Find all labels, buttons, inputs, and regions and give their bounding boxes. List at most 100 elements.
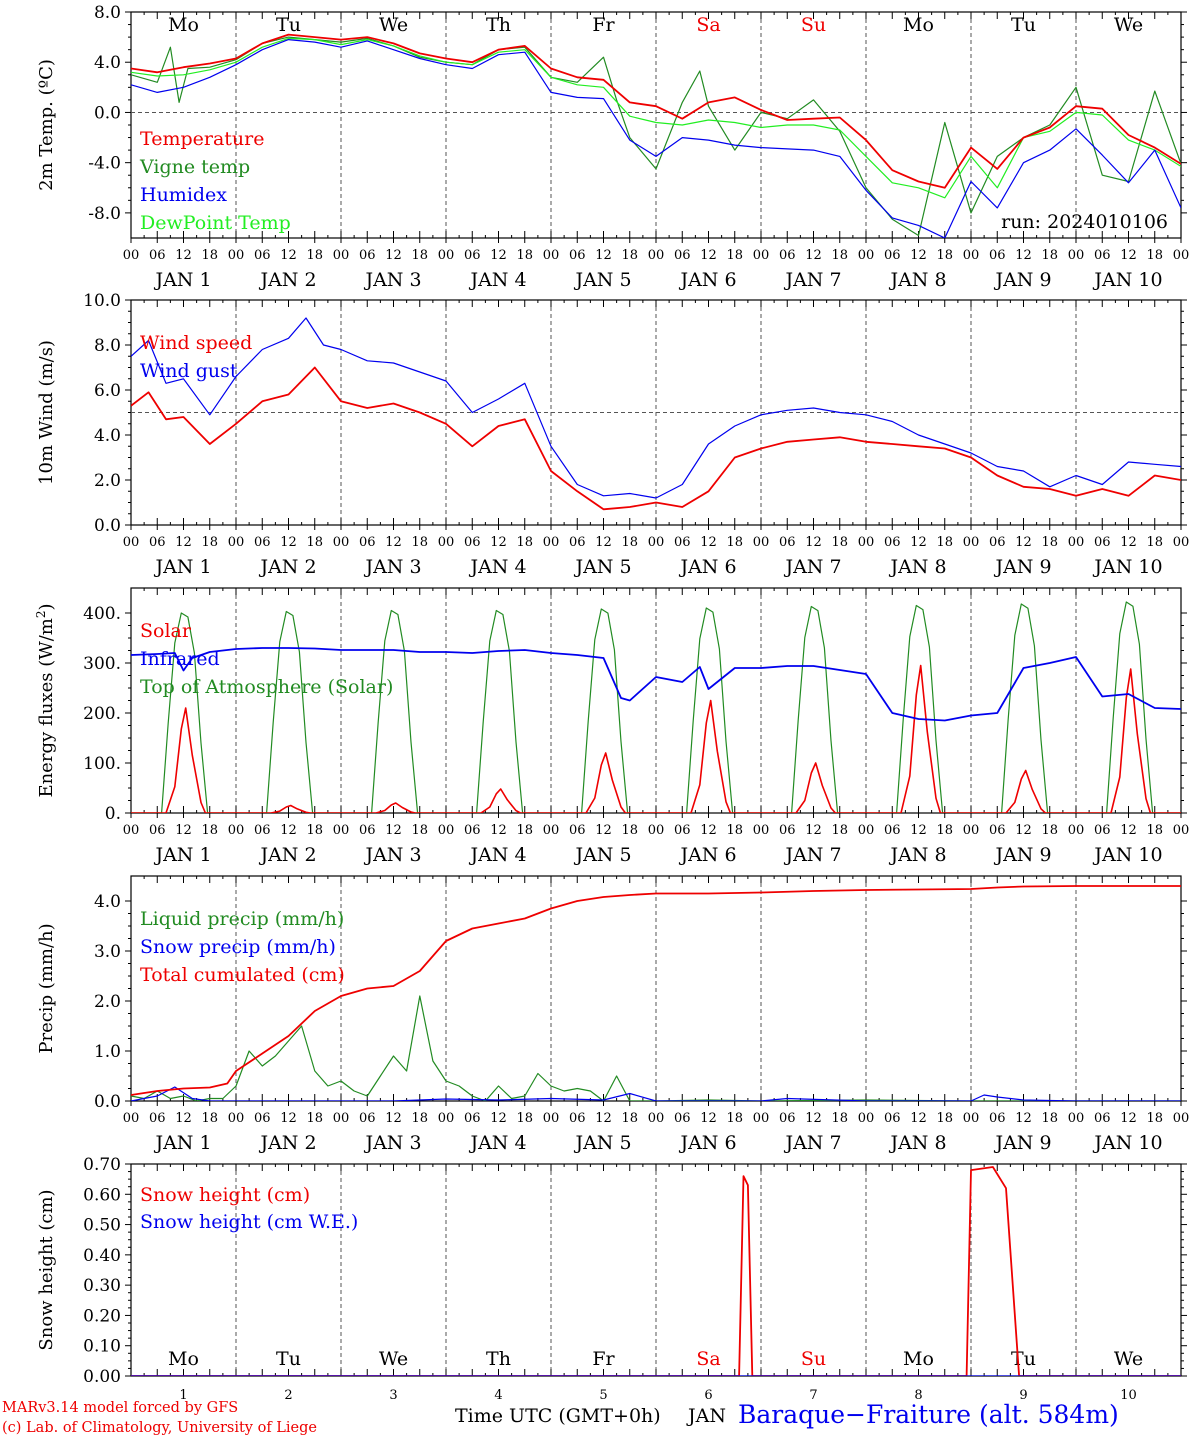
date-label: JAN 1 — [153, 844, 211, 866]
toa-solar-line — [131, 601, 1181, 813]
hour-tick-label: 12 — [700, 535, 717, 550]
weekday-label: Mo — [168, 1348, 199, 1370]
hour-tick-label: 12 — [910, 535, 927, 550]
date-label: JAN 8 — [888, 1132, 946, 1154]
series-line-1 — [131, 995, 1181, 1101]
date-label: JAN 7 — [783, 1132, 841, 1154]
y-tick-label: 0.70 — [83, 1155, 121, 1175]
hour-tick-label: 06 — [1094, 1111, 1111, 1126]
hour-tick-label: 12 — [1120, 1111, 1137, 1126]
y-tick-label: 400. — [83, 604, 121, 624]
hour-tick-label: 12 — [175, 823, 192, 838]
hour-tick-label: 06 — [1094, 823, 1111, 838]
date-number-label: 6 — [704, 1388, 712, 1403]
hour-tick-label: 18 — [201, 248, 218, 263]
date-label: JAN 3 — [363, 269, 421, 291]
hour-tick-label: 18 — [306, 1111, 323, 1126]
hour-tick-label: 06 — [674, 535, 691, 550]
hour-tick-label: 12 — [175, 248, 192, 263]
hour-tick-label: 00 — [123, 823, 140, 838]
hour-tick-label: 00 — [648, 535, 665, 550]
hour-tick-label: 18 — [1146, 1111, 1163, 1126]
hour-tick-label: 12 — [595, 823, 612, 838]
hour-tick-label: 06 — [149, 823, 166, 838]
date-number-label: 4 — [494, 1388, 502, 1403]
hour-tick-label: 12 — [910, 248, 927, 263]
hour-tick-label: 12 — [910, 1111, 927, 1126]
hour-tick-label: 06 — [884, 248, 901, 263]
hour-tick-label: 12 — [280, 823, 297, 838]
hour-tick-label: 18 — [726, 248, 743, 263]
date-number-label: 10 — [1120, 1388, 1137, 1403]
hour-tick-label: 06 — [464, 535, 481, 550]
date-number-label: 7 — [809, 1388, 817, 1403]
date-label: JAN 3 — [363, 556, 421, 578]
hour-tick-label: 00 — [753, 248, 770, 263]
hour-tick-label: 06 — [989, 1111, 1006, 1126]
hour-tick-label: 06 — [359, 823, 376, 838]
hour-tick-label: 18 — [936, 823, 953, 838]
hour-tick-label: 18 — [1041, 248, 1058, 263]
date-label: JAN 10 — [1092, 1132, 1162, 1154]
series-layer — [131, 33, 1181, 238]
hour-tick-label: 18 — [1146, 248, 1163, 263]
weekday-label: Th — [486, 14, 511, 36]
hour-tick-label: 06 — [1094, 248, 1111, 263]
y-tick-label: 3.0 — [94, 942, 121, 962]
date-label: JAN 7 — [783, 269, 841, 291]
hour-tick-label: 12 — [1015, 535, 1032, 550]
hour-tick-label: 18 — [306, 535, 323, 550]
legend-entry: Total cumulated (cm) — [140, 964, 345, 986]
hour-tick-label: 00 — [963, 535, 980, 550]
hour-tick-label: 06 — [569, 1111, 586, 1126]
hour-tick-label: 12 — [1015, 823, 1032, 838]
hour-tick-label: 12 — [1015, 248, 1032, 263]
hour-tick-label: 00 — [1173, 823, 1190, 838]
y-tick-label: 100. — [83, 754, 121, 774]
date-label: JAN 8 — [888, 844, 946, 866]
hour-tick-label: 06 — [464, 823, 481, 838]
hour-tick-label: 18 — [621, 1111, 638, 1126]
unit-superscript: 2 — [34, 610, 48, 618]
date-number-label: 8 — [914, 1388, 922, 1403]
hour-tick-label: 00 — [648, 1111, 665, 1126]
hour-tick-label: 12 — [1120, 248, 1137, 263]
hour-tick-label: 00 — [963, 823, 980, 838]
hour-tick-label: 06 — [569, 248, 586, 263]
date-label: JAN 4 — [468, 269, 526, 291]
hour-tick-label: 00 — [858, 823, 875, 838]
hour-tick-label: 00 — [228, 823, 245, 838]
legend-entry: Humidex — [140, 184, 227, 206]
hour-tick-label: 00 — [438, 535, 455, 550]
date-label: JAN 5 — [573, 269, 631, 291]
date-number-label: 5 — [599, 1388, 607, 1403]
y-tick-label: 0.10 — [83, 1337, 121, 1357]
hour-tick-label: 18 — [831, 535, 848, 550]
legend-entry: Snow height (cm W.E.) — [140, 1211, 358, 1233]
y-tick-label: 0.60 — [83, 1185, 121, 1205]
y-tick-label: 8.0 — [94, 3, 121, 23]
date-label: JAN 5 — [573, 1132, 631, 1154]
hour-tick-label: 18 — [831, 1111, 848, 1126]
date-label: JAN 9 — [993, 269, 1051, 291]
weekday-label: Tu — [276, 14, 301, 36]
weekday-label: Mo — [903, 1348, 934, 1370]
hour-tick-label: 18 — [411, 535, 428, 550]
hour-tick-label: 06 — [464, 248, 481, 263]
weekday-label: Mo — [903, 14, 934, 36]
hour-tick-label: 00 — [438, 248, 455, 263]
hour-tick-label: 18 — [936, 248, 953, 263]
hour-tick-label: 06 — [989, 535, 1006, 550]
hour-tick-label: 00 — [858, 1111, 875, 1126]
legend-entry: Wind speed — [140, 332, 252, 354]
hour-tick-label: 06 — [254, 1111, 271, 1126]
date-label: JAN 4 — [468, 844, 526, 866]
hour-tick-label: 12 — [805, 823, 822, 838]
hour-tick-label: 00 — [963, 248, 980, 263]
hour-tick-label: 00 — [123, 1111, 140, 1126]
weekday-label: Tu — [1011, 1348, 1036, 1370]
series-line-2 — [131, 317, 1181, 499]
hour-tick-label: 06 — [359, 535, 376, 550]
series-layer — [131, 885, 1181, 1101]
hour-tick-label: 06 — [149, 248, 166, 263]
